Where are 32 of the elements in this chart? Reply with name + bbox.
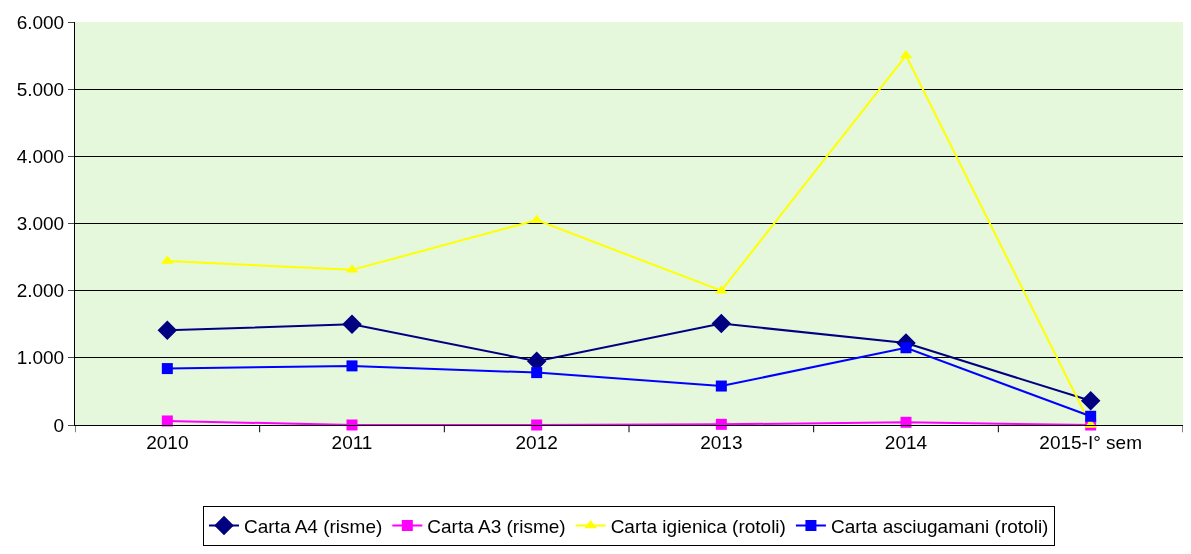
x-tick-label: 2013 bbox=[700, 431, 743, 453]
y-tick-label: 2.000 bbox=[16, 280, 65, 302]
point bbox=[715, 418, 727, 430]
legend-label: Carta igienica (rotoli) bbox=[610, 515, 786, 537]
x-tick-label: 2011 bbox=[331, 431, 373, 453]
point bbox=[715, 380, 727, 392]
legend-label: Carta asciugamani (rotoli) bbox=[830, 515, 1049, 537]
point bbox=[342, 314, 362, 334]
point bbox=[161, 415, 173, 427]
point bbox=[1080, 391, 1101, 411]
x-tick-label: 2010 bbox=[146, 431, 189, 453]
y-tick-label: 5.000 bbox=[16, 78, 65, 100]
point bbox=[531, 419, 543, 431]
x-tick-label: 2012 bbox=[515, 431, 558, 453]
y-tick-label: 1.000 bbox=[16, 347, 65, 369]
y-tick-label: 4.000 bbox=[16, 145, 65, 167]
point bbox=[1085, 410, 1097, 422]
x-tick-label: 2014 bbox=[884, 431, 928, 453]
point bbox=[346, 419, 358, 431]
point bbox=[157, 320, 178, 341]
x-tick-label: 2015-I° sem bbox=[1039, 431, 1142, 453]
legend-label: Carta A4 (risme) bbox=[244, 515, 383, 537]
point bbox=[531, 367, 543, 379]
point bbox=[900, 342, 912, 354]
point bbox=[346, 360, 358, 372]
y-tick-label: 6.000 bbox=[16, 11, 65, 33]
y-tick-label: 3.000 bbox=[16, 213, 65, 235]
y-tick-label: 0 bbox=[53, 414, 65, 436]
point bbox=[161, 363, 173, 375]
point bbox=[900, 416, 912, 428]
legend-label: Carta A3 (risme) bbox=[427, 515, 566, 537]
point bbox=[711, 313, 732, 334]
